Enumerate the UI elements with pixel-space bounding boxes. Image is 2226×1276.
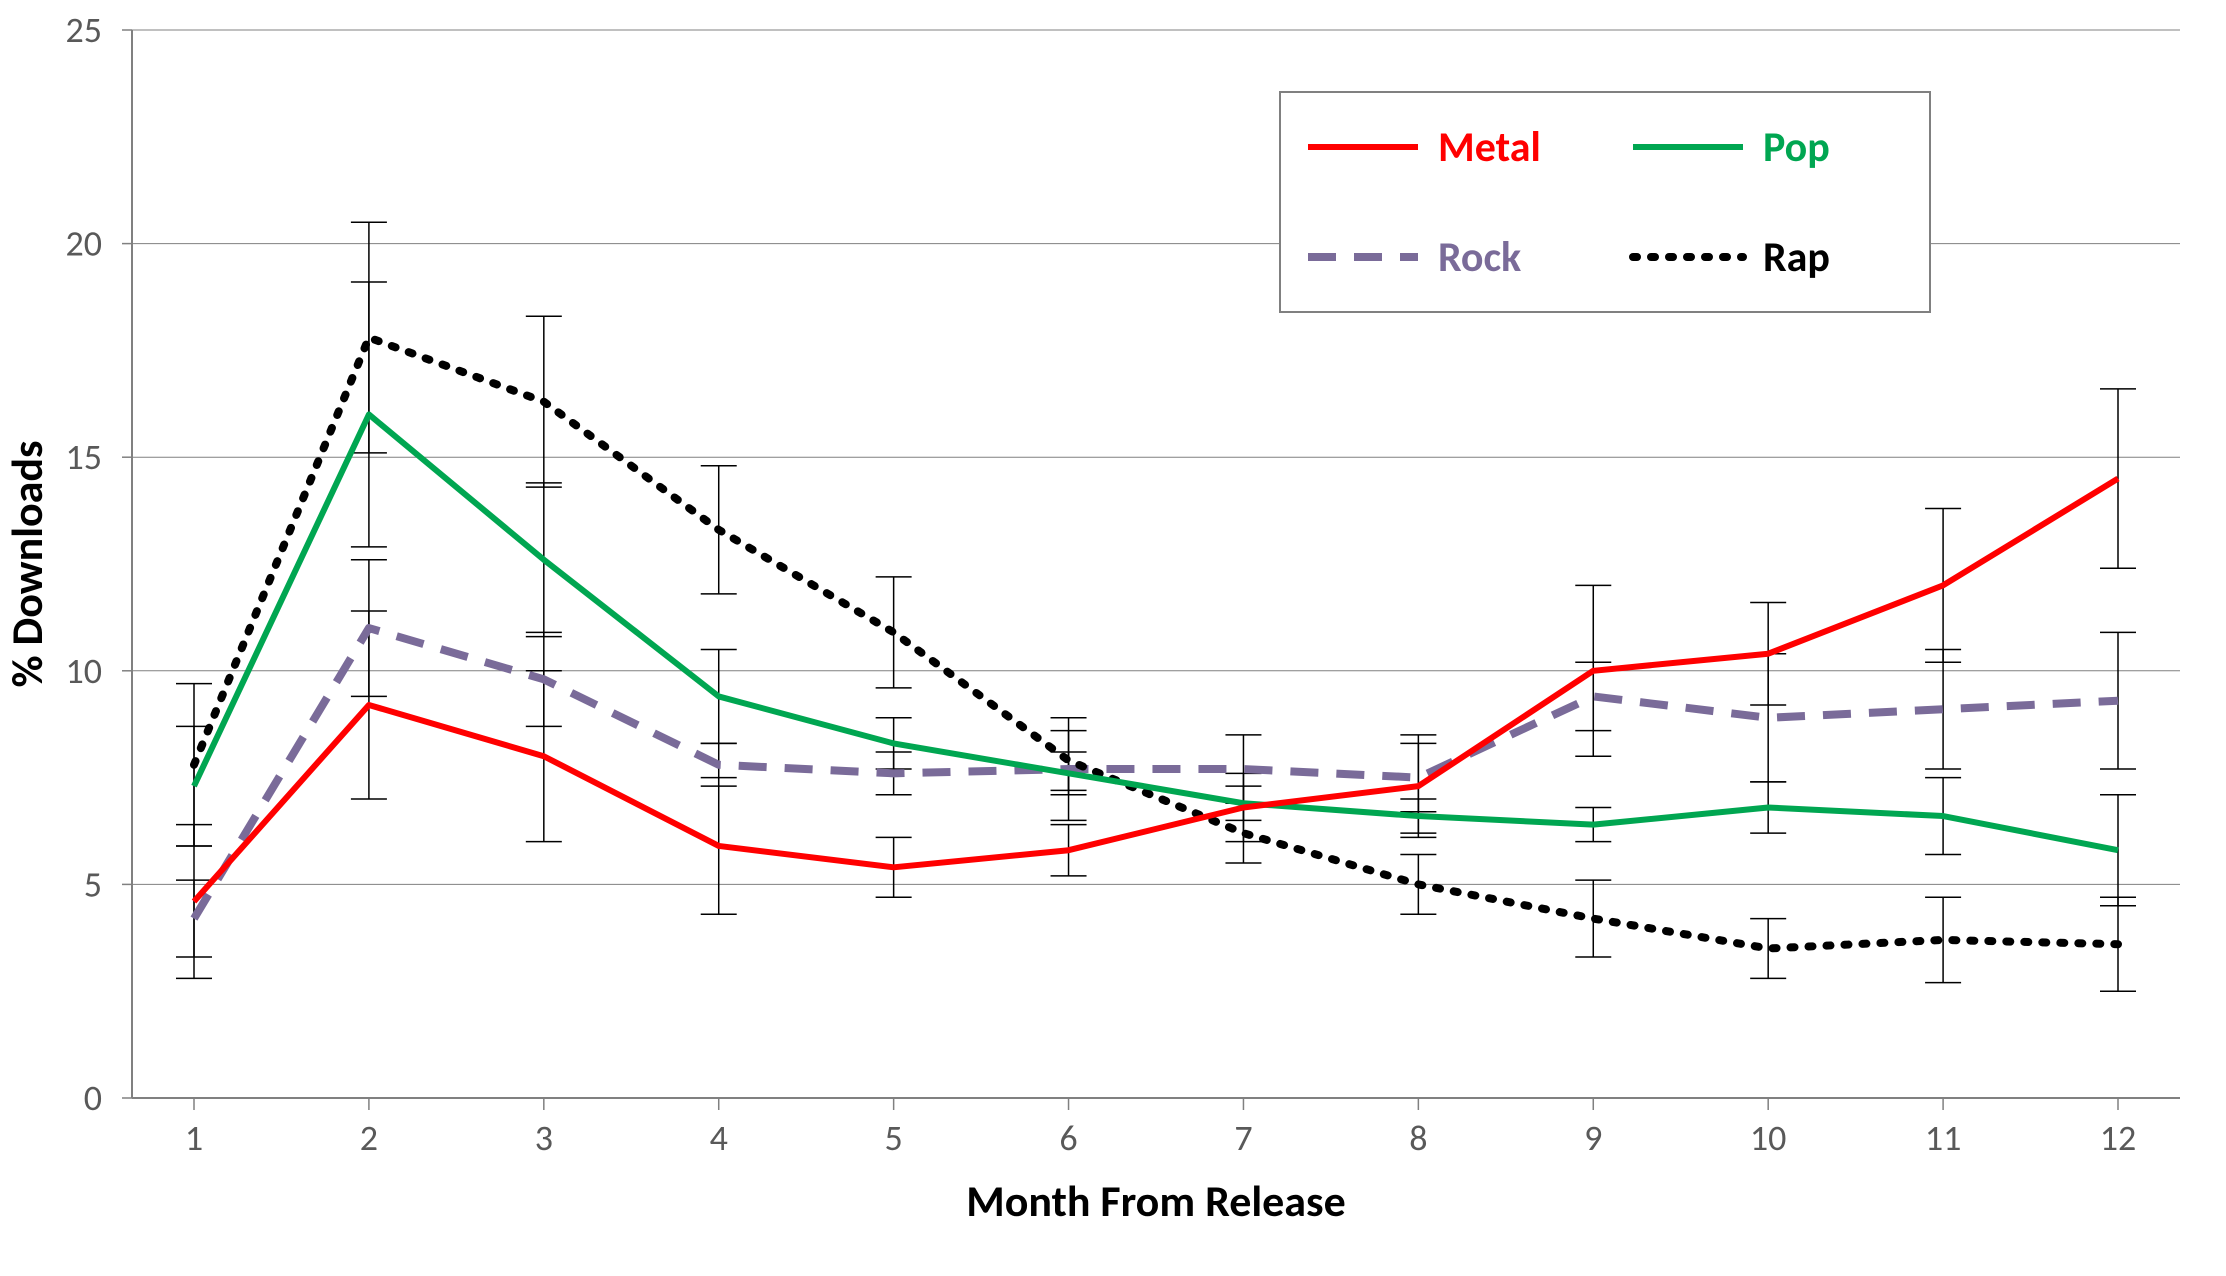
legend-label-rap: Rap (1763, 232, 1830, 283)
x-tick-label: 11 (1925, 1116, 1962, 1160)
legend-label-pop: Pop (1763, 122, 1830, 173)
x-axis-label: Month From Release (966, 1174, 1345, 1228)
x-tick-label: 4 (710, 1116, 728, 1160)
legend-label-rock: Rock (1438, 232, 1521, 283)
y-tick-label: 10 (66, 649, 103, 693)
error-bars-rock (176, 560, 2136, 957)
x-tick-label: 12 (2100, 1116, 2137, 1160)
series-line-rock (194, 628, 2118, 918)
y-tick-label: 20 (66, 222, 103, 266)
y-tick-label: 5 (84, 862, 102, 906)
y-tick-label: 25 (66, 8, 103, 52)
legend-label-metal: Metal (1438, 122, 1541, 173)
y-tick-label: 0 (84, 1076, 102, 1120)
x-tick-label: 3 (535, 1116, 553, 1160)
x-tick-label: 7 (1234, 1116, 1252, 1160)
y-axis-label: % Downloads (0, 440, 54, 687)
series-line-metal (194, 479, 2118, 902)
x-tick-label: 1 (185, 1116, 203, 1160)
error-bars-rap (176, 222, 2136, 991)
line-chart-container: 0510152025123456789101112Month From Rele… (0, 0, 2226, 1276)
x-tick-label: 6 (1059, 1116, 1077, 1160)
line-chart: 0510152025123456789101112Month From Rele… (0, 0, 2226, 1276)
x-tick-label: 5 (885, 1116, 903, 1160)
series-line-rap (194, 338, 2118, 949)
y-tick-label: 15 (66, 435, 103, 479)
legend: Metal Pop Rock Rap (1280, 92, 1930, 312)
x-tick-label: 10 (1750, 1116, 1787, 1160)
x-tick-label: 2 (360, 1116, 378, 1160)
error-bars-metal (176, 389, 2136, 979)
x-tick-label: 9 (1584, 1116, 1602, 1160)
x-tick-label: 8 (1409, 1116, 1427, 1160)
